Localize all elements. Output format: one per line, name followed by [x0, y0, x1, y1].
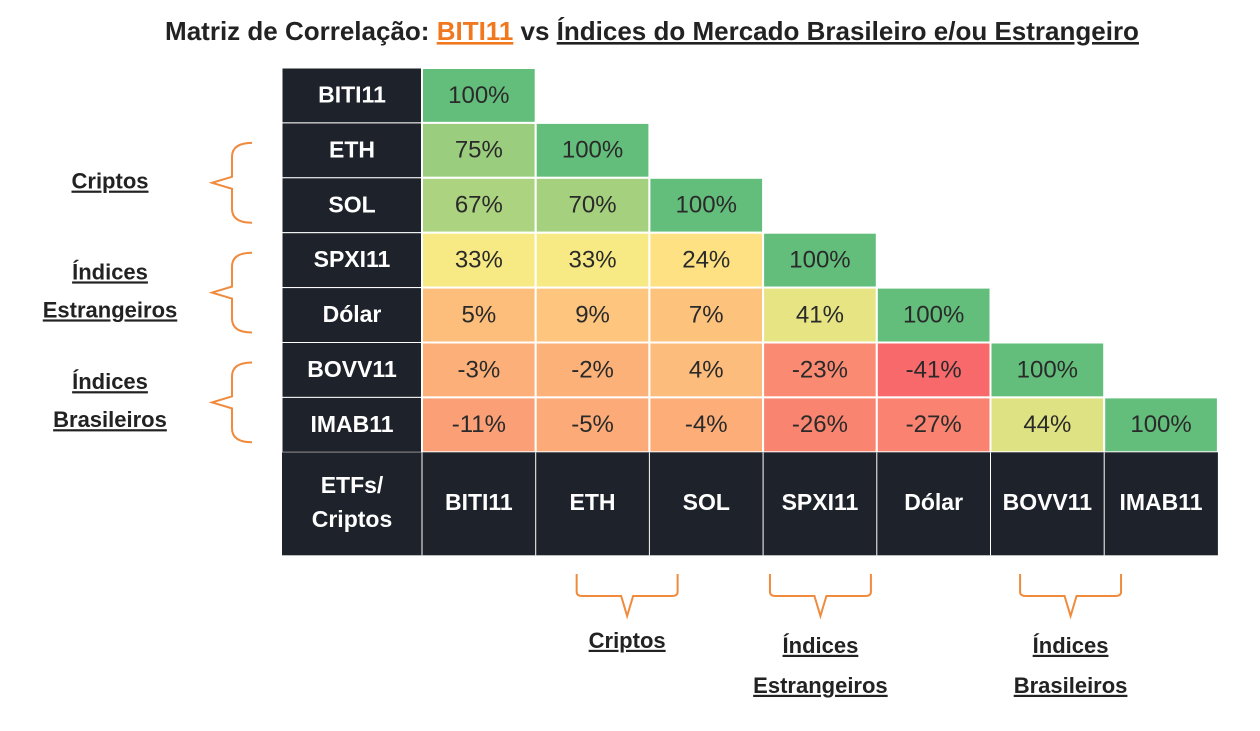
bracket [208, 141, 253, 224]
row-header-cell [281, 122, 423, 179]
cell-label: 7% [689, 301, 724, 328]
row-label: BITI11 [318, 82, 386, 108]
group-label: Brasileiros [1014, 673, 1128, 698]
group-label: Índices [72, 259, 148, 284]
heatmap-cell [421, 396, 537, 454]
title-part: Índices do Mercado Brasileiro e/ou Estra… [557, 16, 1139, 46]
cell-label: -26% [792, 411, 848, 438]
corner-label: ETFs/ [321, 472, 384, 498]
cell-label: -2% [571, 356, 614, 383]
heatmap-cell [534, 176, 651, 234]
column-label: SPXI11 [782, 489, 859, 515]
column-header-row [282, 452, 1218, 556]
heatmap-cell [875, 286, 992, 344]
column-label: IMAB11 [1120, 489, 1203, 515]
heatmap-cell [421, 341, 537, 399]
title-part: Matriz de Correlação: [165, 16, 429, 46]
group-label: Índices [72, 369, 148, 394]
row-label: SOL [328, 191, 375, 217]
cell-label: 100% [1130, 411, 1191, 438]
cell-label: -3% [458, 356, 501, 383]
cell-label: 100% [789, 246, 850, 273]
bracket [208, 251, 253, 334]
bracket [768, 574, 872, 620]
heatmap-cell [762, 231, 878, 289]
cell-label: 75% [455, 137, 503, 164]
title-part: vs [521, 16, 550, 46]
group-label: Estrangeiros [753, 673, 888, 698]
cell-label: 100% [676, 192, 737, 219]
heatmap-cell [421, 286, 537, 344]
cell-label: 4% [689, 356, 724, 383]
row-label: IMAB11 [310, 411, 393, 437]
cell-label: -41% [906, 356, 962, 383]
column-label: Dólar [904, 489, 963, 515]
title-part: BITI11 [437, 16, 514, 46]
row-header-cell [281, 67, 423, 124]
cell-label: -23% [792, 356, 848, 383]
heatmap-cell [648, 396, 765, 454]
cell-label: 100% [562, 137, 623, 164]
cell-label: -27% [906, 411, 962, 438]
group-label: Criptos [589, 628, 666, 653]
cell-label: 5% [462, 301, 497, 328]
cell-label: 41% [796, 301, 844, 328]
cell-label: 33% [455, 246, 503, 273]
heatmap-cell [989, 341, 1106, 399]
heatmap-cell [762, 286, 878, 344]
group-label: Índices [1033, 633, 1109, 658]
column-label: BITI11 [445, 489, 513, 515]
heatmap-cell [534, 286, 651, 344]
row-header-cell [281, 342, 423, 398]
corner-label: Criptos [312, 506, 393, 532]
column-label: SOL [683, 489, 730, 515]
row-label: BOVV11 [307, 356, 397, 382]
cell-label: 100% [1017, 356, 1078, 383]
heatmap-cell [534, 341, 651, 399]
cell-label: 33% [569, 246, 617, 273]
group-label: Índices [783, 633, 859, 658]
column-label: BOVV11 [1003, 489, 1093, 515]
heatmap-cell [534, 231, 651, 289]
cell-label: 44% [1023, 411, 1071, 438]
bracket [575, 574, 679, 620]
heatmap-cell [421, 67, 537, 124]
chart-title: Matriz de Correlação: BITI11 vs Índices … [165, 16, 1139, 46]
column-label: ETH [570, 489, 616, 515]
cell-label: 100% [903, 301, 964, 328]
bracket [208, 361, 253, 444]
cell-label: 9% [575, 301, 610, 328]
cell-label: 24% [682, 246, 730, 273]
cell-label: 100% [448, 82, 509, 109]
cell-label: 67% [455, 192, 503, 219]
cell-label: -4% [685, 411, 728, 438]
cell-label: 70% [569, 192, 617, 219]
group-label: Estrangeiros [43, 297, 178, 322]
cell-label: -11% [452, 411, 506, 438]
row-header-cell [281, 396, 423, 453]
row-label: ETH [329, 136, 375, 162]
heatmap-cell [648, 286, 765, 344]
row-label: SPXI11 [314, 246, 391, 272]
bracket [1019, 574, 1123, 620]
cell-label: -5% [571, 411, 614, 438]
group-label: Criptos [72, 169, 149, 194]
group-label: Brasileiros [53, 407, 167, 432]
row-label: Dólar [323, 301, 382, 327]
row-header-cell [281, 232, 423, 289]
row-header-cell [281, 177, 423, 234]
